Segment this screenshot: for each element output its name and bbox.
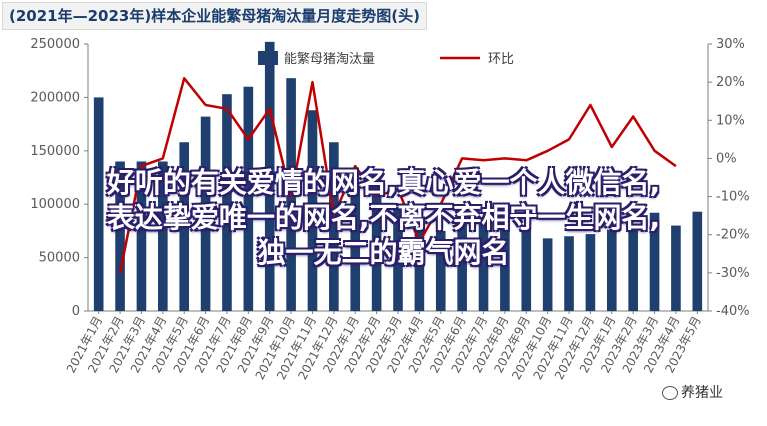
overlay-text-line-1: 好听的有关爱情的网名,真心爱一个人微信名, xyxy=(106,166,661,199)
y-left-tick-label: 0 xyxy=(72,304,80,319)
bar xyxy=(542,238,553,311)
bar xyxy=(158,161,168,311)
y-right-tick-label: -10% xyxy=(716,190,750,205)
wechat-icon xyxy=(662,386,678,400)
y-left-tick-label: 100000 xyxy=(30,197,80,212)
chart-title: (2021年—2023年)样本企业能繁母猪淘汰量月度走势图(头) xyxy=(2,2,427,30)
y-right-tick-label: -30% xyxy=(716,266,750,281)
bar xyxy=(329,142,339,311)
bar xyxy=(222,94,232,311)
overlay-text-line-3: 独一无二的霸气网名 xyxy=(257,236,510,269)
bar xyxy=(457,223,467,311)
bar xyxy=(649,212,660,311)
line-series xyxy=(118,77,677,274)
bar xyxy=(307,110,318,311)
bar xyxy=(500,220,510,311)
bar xyxy=(606,229,617,311)
legend: 能繁母猪淘汰量 环比 xyxy=(258,51,514,67)
bar xyxy=(350,188,361,311)
y-right-tick-label: 20% xyxy=(716,75,745,90)
bar xyxy=(521,227,532,311)
bar xyxy=(264,41,275,311)
bar xyxy=(179,142,190,311)
watermark-text: 养猪业 xyxy=(681,385,723,401)
legend-bar-swatch xyxy=(258,51,278,65)
bar xyxy=(585,234,596,311)
legend-bar-label: 能繁母猪淘汰量 xyxy=(284,51,375,67)
bar xyxy=(628,227,638,311)
bar xyxy=(136,161,147,311)
y-left-tick-label: 150000 xyxy=(30,144,80,159)
watermark: 养猪业 xyxy=(662,382,723,402)
y-right-tick-label: -40% xyxy=(716,304,750,319)
bar xyxy=(414,217,425,311)
y-right-tick-label: -20% xyxy=(716,228,750,243)
bar xyxy=(200,116,211,312)
bar xyxy=(93,97,104,312)
y-right-tick-label: 30% xyxy=(716,37,745,52)
bar xyxy=(564,236,574,311)
bar xyxy=(478,223,489,311)
y-left-tick-label: 200000 xyxy=(30,90,80,105)
bar xyxy=(371,174,382,311)
y-left-tick-label: 250000 xyxy=(30,37,80,52)
bar xyxy=(435,230,446,311)
y-right-tick-label: 0% xyxy=(716,151,737,166)
bar xyxy=(243,86,254,311)
legend-line-label: 环比 xyxy=(488,52,514,67)
bar xyxy=(692,211,703,311)
y-right-tick-label: 10% xyxy=(716,113,745,128)
overlay-text-line-2: 表达挚爱唯一的网名,不离不弃相守一生网名, xyxy=(106,201,661,234)
bar xyxy=(115,161,125,311)
bar xyxy=(671,225,681,311)
bar xyxy=(393,209,403,311)
y-left-tick-label: 50000 xyxy=(39,251,80,266)
